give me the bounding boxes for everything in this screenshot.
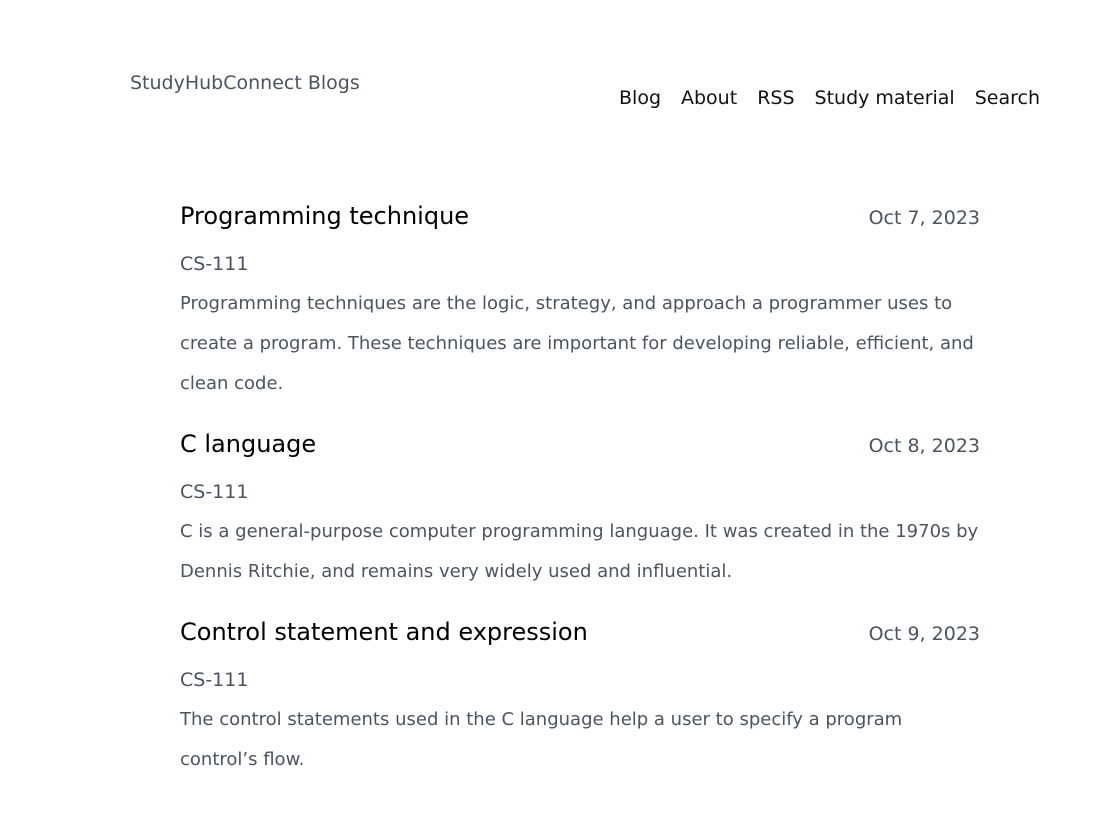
post-title-link[interactable]: Control statement and expression	[180, 618, 588, 646]
post-header: Control statement and expression Oct 9, …	[180, 612, 980, 652]
post-item: C language Oct 8, 2023 CS-111 C is a gen…	[180, 424, 980, 592]
post-item: Programming technique Oct 7, 2023 CS-111…	[180, 196, 980, 404]
site-title-link[interactable]: StudyHubConnect Blogs	[130, 72, 360, 94]
post-date: Oct 8, 2023	[868, 435, 980, 457]
post-title-link[interactable]: C language	[180, 430, 317, 458]
post-summary: The control statements used in the C lan…	[180, 709, 903, 770]
nav-study-material-link[interactable]: Study material	[814, 87, 955, 109]
post-summary: C is a general-purpose computer programm…	[180, 521, 979, 582]
nav-search-link[interactable]: Search	[974, 87, 1040, 109]
nav-rss-link[interactable]: RSS	[757, 87, 795, 109]
nav-blog-link[interactable]: Blog	[619, 87, 661, 109]
post-tag-link[interactable]: CS-111	[180, 481, 249, 503]
post-tag-link[interactable]: CS-111	[180, 669, 249, 691]
post-header: Programming technique Oct 7, 2023	[180, 196, 980, 236]
nav-about-link[interactable]: About	[681, 87, 738, 109]
post-tag-link[interactable]: CS-111	[180, 253, 249, 275]
main-nav: Blog About RSS Study material Search	[619, 87, 1040, 109]
post-date: Oct 7, 2023	[868, 207, 980, 229]
post-header: C language Oct 8, 2023	[180, 424, 980, 464]
post-item: Control statement and expression Oct 9, …	[180, 612, 980, 780]
post-date: Oct 9, 2023	[868, 623, 980, 645]
post-title-link[interactable]: Programming technique	[180, 202, 470, 230]
post-list: Programming technique Oct 7, 2023 CS-111…	[180, 196, 980, 800]
post-summary: Programming techniques are the logic, st…	[180, 293, 974, 394]
